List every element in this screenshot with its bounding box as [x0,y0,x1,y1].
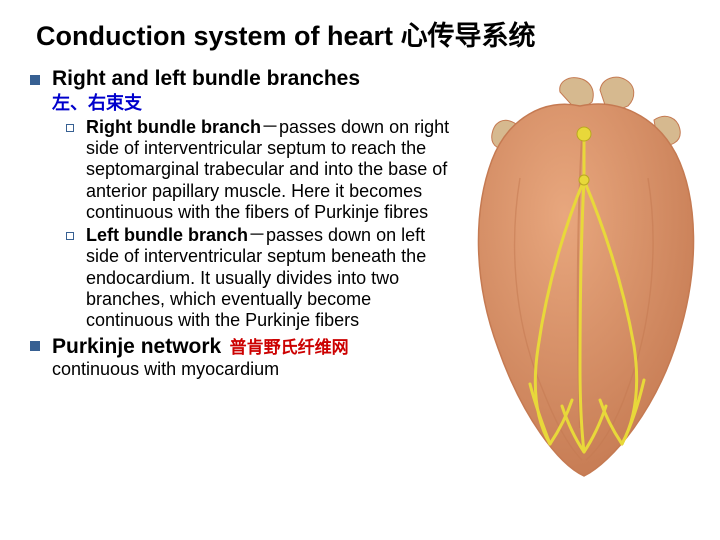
hollow-square-bullet-icon [66,232,74,240]
slide-title: Conduction system of heart 心传导系统 [30,14,700,53]
bundle-branches-heading: Right and left bundle branches [52,67,360,91]
text-column: Right and left bundle branches 左、右束支 Rig… [30,67,450,381]
purkinje-heading: Purkinje network [52,335,221,358]
right-branch-text: Right bundle branch－passes down on right… [86,117,450,223]
left-branch-row: Left bundle branch－passes down on left s… [66,225,450,331]
left-branch-text: Left bundle branch－passes down on left s… [86,225,450,331]
hollow-square-bullet-icon [66,124,74,132]
right-branch-row: Right bundle branch－passes down on right… [66,117,450,223]
purkinje-heading-row: Purkinje network 普肯野氏纤维网 [30,333,450,359]
heart-illustration [450,68,710,488]
square-bullet-icon [30,75,40,85]
title-zh: 心传导系统 [401,21,536,51]
purkinje-heading-zh: 普肯野氏纤维网 [230,338,349,357]
purkinje-body: continuous with myocardium [52,359,450,380]
bundle-branches-heading-zh: 左、右束支 [52,89,450,115]
right-branch-lead: Right bundle branch [86,117,261,137]
title-en: Conduction system of heart [36,21,393,51]
square-bullet-icon [30,341,40,351]
bundle-branches-heading-row: Right and left bundle branches [30,67,450,91]
left-branch-lead: Left bundle branch [86,225,248,245]
slide: Conduction system of heart 心传导系统 Right a… [0,0,720,540]
heart-svg [450,68,710,488]
